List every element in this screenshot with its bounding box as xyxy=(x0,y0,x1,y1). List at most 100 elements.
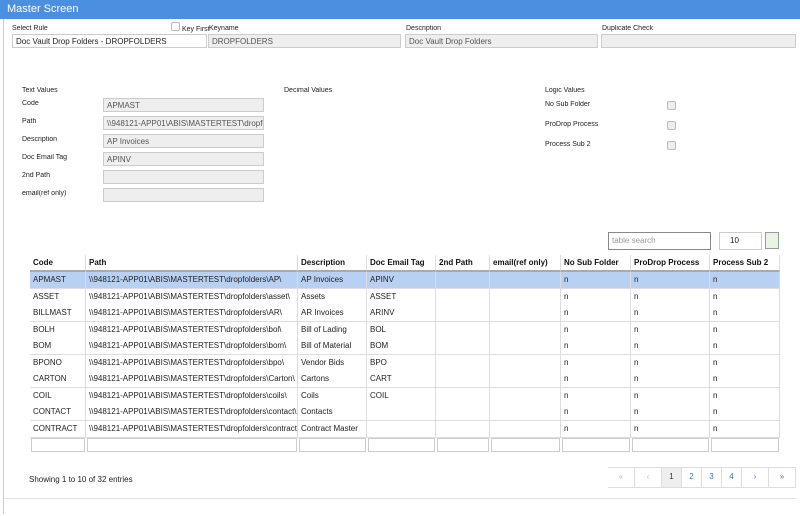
checkbox[interactable] xyxy=(667,101,676,110)
input: DROPFOLDERS xyxy=(208,34,401,48)
page-button[interactable]: 3 xyxy=(701,467,722,488)
column-header[interactable]: Doc Email Tag xyxy=(367,255,436,272)
table-cell[interactable]: BOM xyxy=(30,338,86,355)
column-header[interactable]: ProDrop Process xyxy=(631,255,710,272)
table-cell: \\948121-APP01\ABIS\MASTERTEST\dropfolde… xyxy=(86,354,298,372)
table-cell: Vendor Bids xyxy=(298,354,367,372)
table-cell: n xyxy=(561,338,631,355)
table-cell xyxy=(367,420,436,438)
table-cell xyxy=(436,371,490,388)
table-cell: n xyxy=(710,288,780,306)
table-cell: \\948121-APP01\ABIS\MASTERTEST\dropfolde… xyxy=(86,371,298,388)
checkbox[interactable] xyxy=(667,121,676,130)
column-filter[interactable] xyxy=(299,438,366,452)
column-header[interactable]: Process Sub 2 xyxy=(710,255,780,272)
field-label: email(ref only) xyxy=(22,190,67,197)
column-header[interactable]: No Sub Folder xyxy=(561,255,631,272)
table-cell: COIL xyxy=(367,387,436,405)
page-button[interactable]: ‹ xyxy=(634,467,662,488)
column-header[interactable]: Description xyxy=(298,255,367,272)
table-cell: Bill of Lading xyxy=(298,321,367,339)
table-cell: Contacts xyxy=(298,404,367,421)
table-cell xyxy=(490,404,561,421)
page-button[interactable]: 1 xyxy=(661,467,682,488)
column-header[interactable]: 2nd Path xyxy=(436,255,490,272)
table-cell xyxy=(490,387,561,405)
table-cell: \\948121-APP01\ABIS\MASTERTEST\dropfolde… xyxy=(86,305,298,322)
table-cell: Coils xyxy=(298,387,367,405)
table-cell: \\948121-APP01\ABIS\MASTERTEST\dropfolde… xyxy=(86,288,298,306)
field-input: AP Invoices xyxy=(103,134,264,148)
table-cell: Cartons xyxy=(298,371,367,388)
column-filter[interactable] xyxy=(368,438,435,452)
column-filter[interactable] xyxy=(632,438,709,452)
section-title: Text Values xyxy=(22,87,58,94)
export-button[interactable] xyxy=(765,232,779,249)
table-cell[interactable]: BPONO xyxy=(30,354,86,372)
table-cell: BPO xyxy=(367,354,436,372)
table-cell: n xyxy=(631,321,710,339)
select-rule[interactable]: Doc Vault Drop Folders - DROPFOLDERS xyxy=(12,34,207,48)
table-cell[interactable]: BILLMAST xyxy=(30,305,86,322)
table-cell: n xyxy=(631,387,710,405)
table-cell xyxy=(436,354,490,372)
page-button[interactable]: › xyxy=(741,467,769,488)
table-cell: n xyxy=(631,305,710,322)
table-cell: ASSET xyxy=(367,288,436,306)
checkbox[interactable] xyxy=(171,22,180,31)
table-cell[interactable]: CONTRACT xyxy=(30,420,86,438)
table-search[interactable]: table search xyxy=(608,232,711,250)
page-button[interactable]: 2 xyxy=(681,467,702,488)
select[interactable] xyxy=(601,34,796,48)
column-filter[interactable] xyxy=(562,438,630,452)
page-button[interactable]: « xyxy=(608,467,635,488)
field-label: No Sub Folder xyxy=(545,101,591,108)
table-cell: BOL xyxy=(367,321,436,339)
table-cell[interactable]: BOLH xyxy=(30,321,86,339)
table-cell xyxy=(436,420,490,438)
column-filter[interactable] xyxy=(437,438,489,452)
pagination: «‹ 1 2 3 4 ›» xyxy=(608,467,796,488)
table-cell: n xyxy=(631,420,710,438)
table-cell: n xyxy=(710,404,780,421)
table-cell xyxy=(490,420,561,438)
table-cell: Assets xyxy=(298,288,367,306)
table-cell[interactable]: ASSET xyxy=(30,288,86,306)
table-cell[interactable]: APMAST xyxy=(30,272,86,289)
divider xyxy=(5,498,795,499)
label: Select Rule xyxy=(12,25,48,32)
page-button[interactable]: 4 xyxy=(721,467,742,488)
table-cell: n xyxy=(710,420,780,438)
table-cell: n xyxy=(710,305,780,322)
label: Keyname xyxy=(209,25,239,32)
checkbox[interactable] xyxy=(667,141,676,150)
table-cell[interactable]: CONTACT xyxy=(30,404,86,421)
table-cell: n xyxy=(631,272,710,289)
table-cell[interactable]: COIL xyxy=(30,387,86,405)
column-filter[interactable] xyxy=(491,438,560,452)
column-filter[interactable] xyxy=(31,438,85,452)
table-cell: n xyxy=(631,354,710,372)
table-cell: \\948121-APP01\ABIS\MASTERTEST\dropfolde… xyxy=(86,338,298,355)
table-cell xyxy=(436,288,490,306)
column-header[interactable]: Code xyxy=(30,255,86,272)
page-size[interactable]: 10 xyxy=(719,232,762,250)
table-cell: \\948121-APP01\ABIS\MASTERTEST\dropfolde… xyxy=(86,420,298,438)
page-title: Master Screen xyxy=(7,3,79,15)
page-button[interactable]: » xyxy=(768,467,796,488)
column-filter[interactable] xyxy=(87,438,297,452)
table-cell: n xyxy=(710,354,780,372)
input: Doc Vault Drop Folders xyxy=(405,34,598,48)
table-cell: n xyxy=(631,288,710,306)
column-header[interactable]: Path xyxy=(86,255,298,272)
table-cell: n xyxy=(710,321,780,339)
table-cell: n xyxy=(710,272,780,289)
table-cell[interactable]: CARTON xyxy=(30,371,86,388)
table-info: Showing 1 to 10 of 32 entries xyxy=(29,475,133,484)
field-input: APMAST xyxy=(103,98,264,112)
table-cell xyxy=(490,288,561,306)
field-input xyxy=(103,170,264,184)
column-filter[interactable] xyxy=(711,438,779,452)
column-header[interactable]: email(ref only) xyxy=(490,255,561,272)
